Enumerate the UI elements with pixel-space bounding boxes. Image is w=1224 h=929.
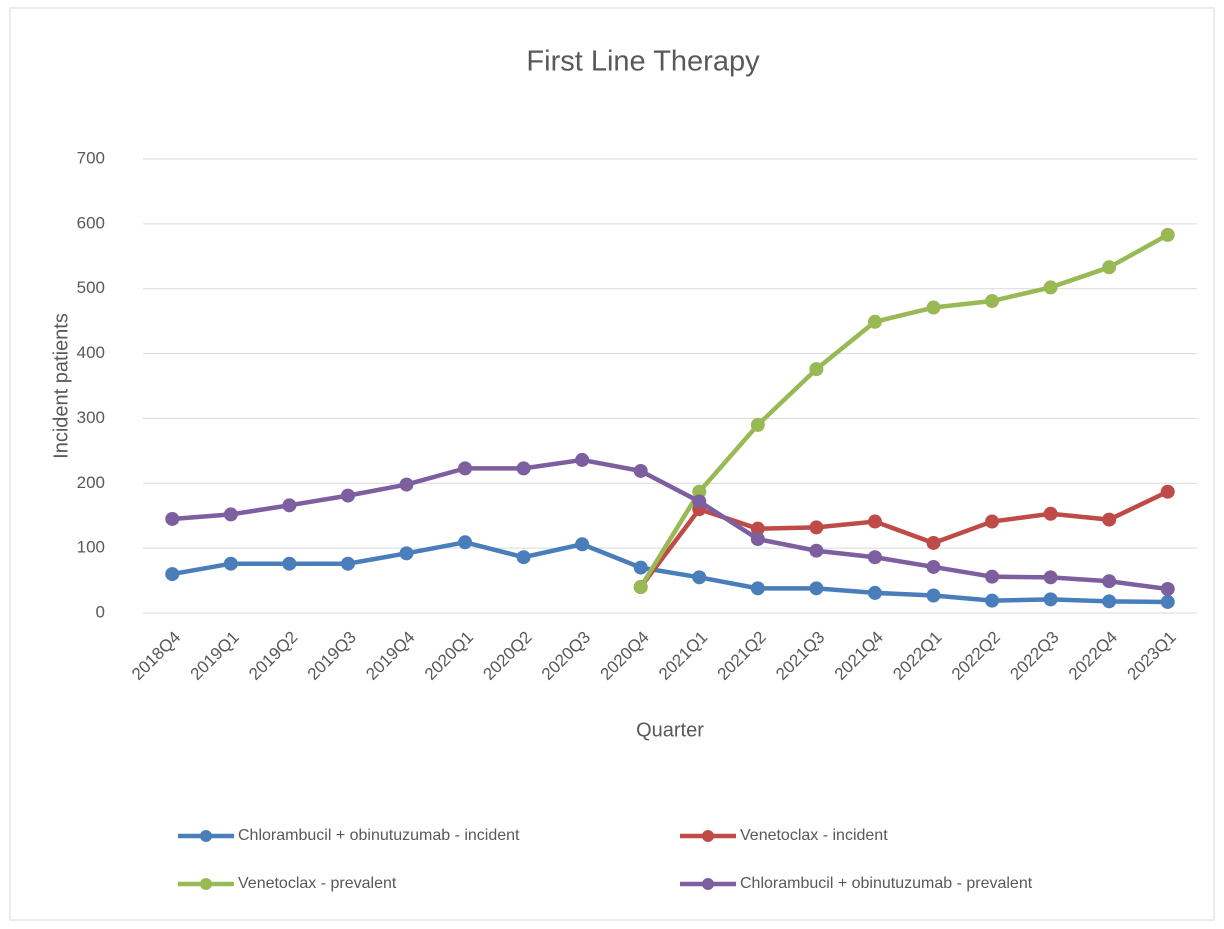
point-marker <box>1043 592 1058 607</box>
point-marker <box>340 488 355 503</box>
y-tick-label: 200 <box>77 473 105 492</box>
point-marker <box>633 463 648 478</box>
point-marker <box>223 556 238 571</box>
point-marker <box>1160 484 1175 499</box>
point-marker <box>1102 574 1117 589</box>
point-marker <box>282 498 297 513</box>
point-marker <box>926 588 941 603</box>
point-marker <box>692 484 707 499</box>
point-marker <box>926 300 941 315</box>
point-marker <box>867 314 882 329</box>
point-marker <box>458 461 473 476</box>
point-marker <box>633 560 648 575</box>
legend-marker <box>702 878 714 890</box>
legend-label: Venetoclax - prevalent <box>238 875 397 892</box>
point-marker <box>985 294 1000 309</box>
point-marker <box>575 537 590 552</box>
point-marker <box>1102 594 1117 609</box>
y-tick-label: 700 <box>77 148 105 167</box>
point-marker <box>1160 582 1175 597</box>
point-marker <box>1043 570 1058 585</box>
point-marker <box>926 535 941 550</box>
point-marker <box>633 580 648 595</box>
legend-marker <box>200 878 212 890</box>
point-marker <box>1043 280 1058 295</box>
point-marker <box>340 556 355 571</box>
legend-label: Chlorambucil + obinutuzumab - incident <box>238 827 520 844</box>
point-marker <box>692 570 707 585</box>
point-marker <box>692 494 707 509</box>
point-marker <box>867 585 882 600</box>
point-marker <box>165 511 180 526</box>
y-tick-label: 600 <box>77 213 105 232</box>
point-marker <box>1102 260 1117 275</box>
y-tick-label: 400 <box>77 343 105 362</box>
point-marker <box>458 535 473 550</box>
point-marker <box>223 507 238 522</box>
y-axis-title: Incident patients <box>50 313 72 459</box>
point-marker <box>165 567 180 582</box>
series-line <box>172 457 1169 592</box>
point-marker <box>575 452 590 467</box>
series-line <box>638 232 1169 589</box>
legend-marker <box>702 830 714 842</box>
y-tick-label: 100 <box>77 538 105 557</box>
point-marker <box>399 546 414 561</box>
point-marker <box>985 593 1000 608</box>
legend-marker <box>200 830 212 842</box>
point-marker <box>516 461 531 476</box>
y-tick-label: 0 <box>96 602 105 621</box>
point-marker <box>1102 512 1117 527</box>
chart-title: First Line Therapy <box>526 46 760 78</box>
point-marker <box>1043 506 1058 521</box>
legend-label: Venetoclax - incident <box>740 827 888 844</box>
point-marker <box>809 362 824 377</box>
y-tick-label: 300 <box>77 408 105 427</box>
x-axis-title: Quarter <box>636 719 704 741</box>
y-tick-label: 500 <box>77 278 105 297</box>
point-marker <box>867 550 882 565</box>
series-line <box>171 540 1168 605</box>
point-marker <box>282 556 297 571</box>
point-marker <box>750 532 765 547</box>
point-marker <box>399 477 414 492</box>
point-marker <box>809 520 824 535</box>
point-marker <box>1160 227 1175 242</box>
point-marker <box>516 550 531 565</box>
point-marker <box>809 581 824 596</box>
point-marker <box>985 514 1000 529</box>
legend-label: Chlorambucil + obinutuzumab - prevalent <box>740 875 1033 892</box>
point-marker <box>1160 594 1175 609</box>
point-marker <box>750 581 765 596</box>
point-marker <box>750 521 765 536</box>
point-marker <box>750 417 765 432</box>
point-marker <box>926 559 941 574</box>
point-marker <box>809 543 824 558</box>
point-marker <box>985 569 1000 584</box>
point-marker <box>867 514 882 529</box>
